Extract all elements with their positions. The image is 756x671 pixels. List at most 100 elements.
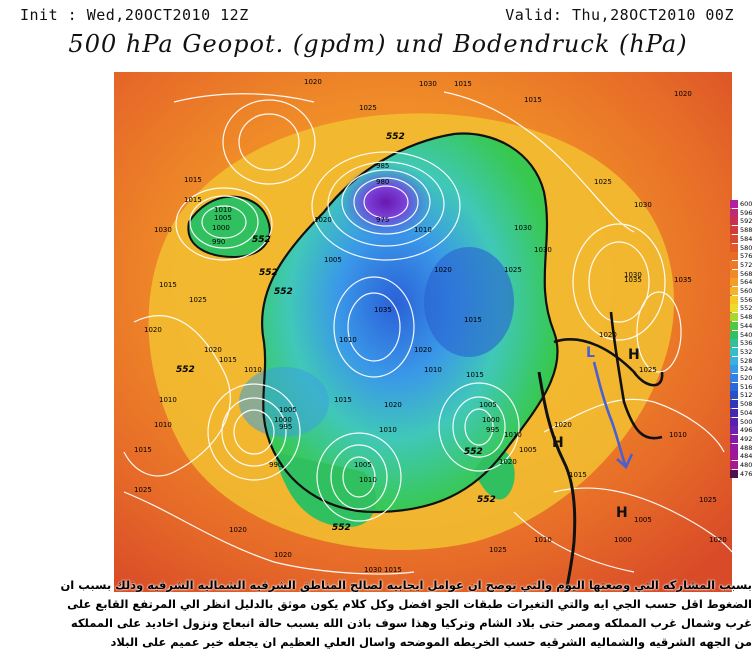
isobar-label: 1025 [594,178,612,186]
isobar-label: 1020 [144,326,162,334]
colorbar-label: 504 [740,408,753,417]
isobar-label: 1020 [599,331,617,339]
colorbar-label: 600 [740,200,753,208]
isobar-label: 1015 [524,96,542,104]
colorbar-label: 556 [740,295,753,304]
isobar-label: 1020 [709,536,727,544]
colorbar-swatch [730,452,738,461]
arabic-caption: بسبب المشاركه التي وضعتها اليوم والتي تو… [0,576,756,671]
isobar-label: 990 [269,461,282,469]
colorbar-label: 532 [740,347,753,356]
isobar-label: 1030 [624,271,642,279]
colorbar-swatch [730,321,738,330]
isobar-label: 1005 [354,461,372,469]
colorbar-label: 488 [740,443,753,452]
isobar-label: 1010 [534,536,552,544]
isobar-label: 1000 [614,536,632,544]
colorbar-swatch [730,461,738,469]
isobar-label: 1005 [479,401,497,409]
colorbar-swatch [730,200,738,208]
cold-airmass [262,133,558,512]
isobar-label: 1030 [364,566,382,574]
isobar-label: 995 [486,426,499,434]
isobar-label: 1015 [454,80,472,88]
isobar-label: 1005 [279,406,297,414]
isobar-label: 1015 [466,371,484,379]
isobar-label: 1020 [384,401,402,409]
isobar-label: 1020 [274,551,292,559]
isobar-label: 1015 [384,566,402,574]
colorbar-swatch [730,365,738,374]
isobar-label: 1010 [669,431,687,439]
contour-552-label: 552 [274,287,293,297]
isobar-label: 990 [212,238,225,246]
high-pressure-label: H [616,505,628,521]
map-title: 500 hPa Geopot. (gpdm) und Bodendruck (h… [68,30,688,58]
isobar-label: 1025 [189,296,207,304]
isobar-label: 1030 [154,226,172,234]
isobar-label: 1020 [499,458,517,466]
colorbar-label: 592 [740,217,753,226]
isobar-label: 1025 [504,266,522,274]
init-time-label: Init : Wed,20OCT2010 12Z [20,6,249,24]
caption-line: الضغوط اقل حسب الجي ايه والتي التغيرات ط… [67,597,752,611]
colorbar-swatch [730,313,738,322]
isobar-label: 1030 [514,224,532,232]
colorbar-label: 496 [740,426,753,435]
colorbar-swatch [730,208,738,217]
isobar-label: 980 [376,178,389,186]
colorbar-swatch [730,243,738,252]
high-pressure-label: H [552,435,564,451]
colorbar-swatch [730,434,738,443]
isobar-label: 1030 [534,246,552,254]
contour-552-label: 552 [386,132,405,142]
colorbar-label: 524 [740,365,753,374]
colorbar-label: 520 [740,374,753,382]
isobar-label: 1015 [569,471,587,479]
colorbar-label: 588 [740,226,753,235]
colorbar-swatch [730,408,738,417]
colorbar-swatch [730,339,738,348]
colorbar-label: 536 [740,339,753,348]
isobar-label: 1010 [359,476,377,484]
colorbar-swatch [730,426,738,435]
isobar-label: 1005 [634,516,652,524]
colorbar-swatch [730,374,738,382]
isobar-label: 1015 [464,316,482,324]
isobar-label: 1010 [379,426,397,434]
isobar-label: 1020 [434,266,452,274]
isobar-label: 1025 [359,104,377,112]
colorbar-label: 480 [740,461,753,469]
isobar-label: 1015 [184,176,202,184]
contour-552-label: 552 [332,523,351,533]
caption-line: بسبب المشاركه التي وضعتها اليوم والتي تو… [60,578,752,592]
contour-552-labels: 552 552 552 552 552 552 552 552 [176,132,496,533]
synoptic-analysis [537,311,664,592]
blue-trough-east [424,247,514,357]
high-pressure-label: H [628,347,640,363]
colorbar-label: 508 [740,400,753,409]
isobar-label: 1025 [489,546,507,554]
isobar-label: 1015 [134,446,152,454]
isobar-label: 1025 [134,486,152,494]
colorbar-label: 484 [740,452,753,461]
colorbar-label: 548 [740,313,753,322]
isobar-label: 1010 [424,366,442,374]
isobar-label: 1010 [339,336,357,344]
colorbar-swatch [730,234,738,243]
colorbar-swatch [730,469,738,478]
isobar-label: 1030 [634,201,652,209]
isobar-label: 1035 [374,306,392,314]
weather-map: 1015102010251030101510201015102010301015… [114,72,732,592]
west-lobe [188,196,270,257]
isobar-label: 1035 [674,276,692,284]
isobar-label: 1000 [212,224,230,232]
colorbar-swatch [730,252,738,261]
colorbar-swatch [730,226,738,235]
isobar-label: 995 [279,423,292,431]
isobar-label: 1010 [159,396,177,404]
contour-552-label: 552 [252,235,271,245]
colorbar-swatch [730,330,738,339]
colorbar-label: 584 [740,234,753,243]
colorbar-swatch [730,260,738,269]
